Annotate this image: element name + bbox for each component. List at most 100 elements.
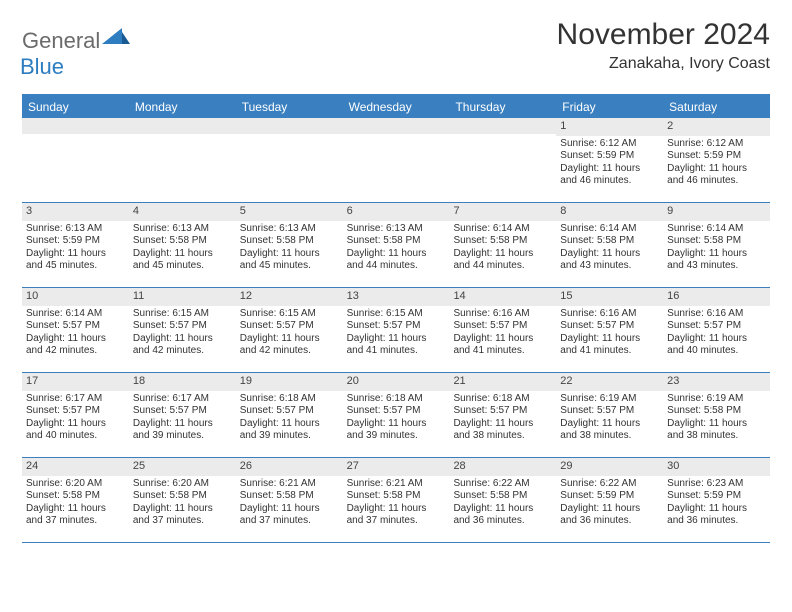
daylight-line1: Daylight: 11 hours bbox=[667, 418, 766, 431]
day-number bbox=[22, 118, 129, 134]
sunset-text: Sunset: 5:57 PM bbox=[667, 320, 766, 333]
logo: General Blue bbox=[22, 18, 130, 80]
sunrise-text: Sunrise: 6:14 AM bbox=[667, 223, 766, 236]
day-cell bbox=[236, 118, 343, 202]
sunrise-text: Sunrise: 6:18 AM bbox=[347, 393, 446, 406]
day-cell: 18Sunrise: 6:17 AMSunset: 5:57 PMDayligh… bbox=[129, 373, 236, 457]
day-number: 6 bbox=[343, 203, 450, 221]
sunrise-text: Sunrise: 6:13 AM bbox=[26, 223, 125, 236]
sunrise-text: Sunrise: 6:15 AM bbox=[133, 308, 232, 321]
daylight-line1: Daylight: 11 hours bbox=[133, 248, 232, 261]
daylight-line1: Daylight: 11 hours bbox=[133, 418, 232, 431]
sunset-text: Sunset: 5:59 PM bbox=[560, 150, 659, 163]
day-cell: 23Sunrise: 6:19 AMSunset: 5:58 PMDayligh… bbox=[663, 373, 770, 457]
sunset-text: Sunset: 5:58 PM bbox=[667, 235, 766, 248]
sunset-text: Sunset: 5:58 PM bbox=[240, 235, 339, 248]
day-number: 23 bbox=[663, 373, 770, 391]
daylight-line2: and 38 minutes. bbox=[560, 430, 659, 443]
day-number: 21 bbox=[449, 373, 556, 391]
daylight-line1: Daylight: 11 hours bbox=[26, 418, 125, 431]
day-number: 3 bbox=[22, 203, 129, 221]
day-number: 16 bbox=[663, 288, 770, 306]
daylight-line2: and 40 minutes. bbox=[667, 345, 766, 358]
day-cell: 29Sunrise: 6:22 AMSunset: 5:59 PMDayligh… bbox=[556, 458, 663, 542]
daylight-line1: Daylight: 11 hours bbox=[240, 503, 339, 516]
day-number bbox=[343, 118, 450, 134]
daylight-line2: and 45 minutes. bbox=[240, 260, 339, 273]
daylight-line2: and 37 minutes. bbox=[26, 515, 125, 528]
daylight-line1: Daylight: 11 hours bbox=[667, 163, 766, 176]
page-title: November 2024 bbox=[557, 18, 770, 51]
daylight-line2: and 37 minutes. bbox=[347, 515, 446, 528]
dow-wednesday: Wednesday bbox=[343, 96, 450, 118]
daylight-line1: Daylight: 11 hours bbox=[240, 333, 339, 346]
day-number bbox=[449, 118, 556, 134]
dow-thursday: Thursday bbox=[449, 96, 556, 118]
day-cell: 21Sunrise: 6:18 AMSunset: 5:57 PMDayligh… bbox=[449, 373, 556, 457]
sunset-text: Sunset: 5:59 PM bbox=[667, 150, 766, 163]
sunrise-text: Sunrise: 6:12 AM bbox=[667, 138, 766, 151]
day-cell: 14Sunrise: 6:16 AMSunset: 5:57 PMDayligh… bbox=[449, 288, 556, 372]
daylight-line2: and 36 minutes. bbox=[667, 515, 766, 528]
sunset-text: Sunset: 5:58 PM bbox=[453, 490, 552, 503]
daylight-line2: and 37 minutes. bbox=[240, 515, 339, 528]
daylight-line2: and 39 minutes. bbox=[133, 430, 232, 443]
day-number: 19 bbox=[236, 373, 343, 391]
day-cell bbox=[129, 118, 236, 202]
weeks-container: 1Sunrise: 6:12 AMSunset: 5:59 PMDaylight… bbox=[22, 118, 770, 543]
sunset-text: Sunset: 5:57 PM bbox=[133, 405, 232, 418]
day-number: 24 bbox=[22, 458, 129, 476]
day-cell: 10Sunrise: 6:14 AMSunset: 5:57 PMDayligh… bbox=[22, 288, 129, 372]
daylight-line2: and 41 minutes. bbox=[347, 345, 446, 358]
day-of-week-row: Sunday Monday Tuesday Wednesday Thursday… bbox=[22, 96, 770, 118]
sunset-text: Sunset: 5:57 PM bbox=[240, 405, 339, 418]
daylight-line2: and 39 minutes. bbox=[347, 430, 446, 443]
daylight-line2: and 42 minutes. bbox=[133, 345, 232, 358]
daylight-line1: Daylight: 11 hours bbox=[26, 248, 125, 261]
sunrise-text: Sunrise: 6:13 AM bbox=[240, 223, 339, 236]
page-subtitle: Zanakaha, Ivory Coast bbox=[557, 55, 770, 73]
day-number: 2 bbox=[663, 118, 770, 136]
day-cell: 15Sunrise: 6:16 AMSunset: 5:57 PMDayligh… bbox=[556, 288, 663, 372]
daylight-line2: and 42 minutes. bbox=[26, 345, 125, 358]
header: General Blue November 2024 Zanakaha, Ivo… bbox=[22, 18, 770, 80]
day-cell: 16Sunrise: 6:16 AMSunset: 5:57 PMDayligh… bbox=[663, 288, 770, 372]
sunset-text: Sunset: 5:59 PM bbox=[560, 490, 659, 503]
daylight-line2: and 41 minutes. bbox=[560, 345, 659, 358]
daylight-line1: Daylight: 11 hours bbox=[453, 248, 552, 261]
day-cell bbox=[343, 118, 450, 202]
day-number: 18 bbox=[129, 373, 236, 391]
daylight-line2: and 42 minutes. bbox=[240, 345, 339, 358]
day-cell: 24Sunrise: 6:20 AMSunset: 5:58 PMDayligh… bbox=[22, 458, 129, 542]
day-cell: 13Sunrise: 6:15 AMSunset: 5:57 PMDayligh… bbox=[343, 288, 450, 372]
day-cell: 26Sunrise: 6:21 AMSunset: 5:58 PMDayligh… bbox=[236, 458, 343, 542]
day-cell: 22Sunrise: 6:19 AMSunset: 5:57 PMDayligh… bbox=[556, 373, 663, 457]
day-number: 17 bbox=[22, 373, 129, 391]
daylight-line2: and 36 minutes. bbox=[453, 515, 552, 528]
day-number: 1 bbox=[556, 118, 663, 136]
sunrise-text: Sunrise: 6:22 AM bbox=[453, 478, 552, 491]
sunrise-text: Sunrise: 6:22 AM bbox=[560, 478, 659, 491]
day-cell: 9Sunrise: 6:14 AMSunset: 5:58 PMDaylight… bbox=[663, 203, 770, 287]
day-cell: 17Sunrise: 6:17 AMSunset: 5:57 PMDayligh… bbox=[22, 373, 129, 457]
sunrise-text: Sunrise: 6:20 AM bbox=[26, 478, 125, 491]
day-number: 9 bbox=[663, 203, 770, 221]
daylight-line1: Daylight: 11 hours bbox=[26, 333, 125, 346]
day-cell: 30Sunrise: 6:23 AMSunset: 5:59 PMDayligh… bbox=[663, 458, 770, 542]
day-number: 30 bbox=[663, 458, 770, 476]
logo-mark-icon bbox=[102, 26, 130, 48]
dow-sunday: Sunday bbox=[22, 96, 129, 118]
sunrise-text: Sunrise: 6:18 AM bbox=[453, 393, 552, 406]
daylight-line1: Daylight: 11 hours bbox=[667, 503, 766, 516]
day-cell: 12Sunrise: 6:15 AMSunset: 5:57 PMDayligh… bbox=[236, 288, 343, 372]
sunset-text: Sunset: 5:57 PM bbox=[347, 320, 446, 333]
sunset-text: Sunset: 5:58 PM bbox=[347, 490, 446, 503]
daylight-line1: Daylight: 11 hours bbox=[347, 333, 446, 346]
week-row: 1Sunrise: 6:12 AMSunset: 5:59 PMDaylight… bbox=[22, 118, 770, 203]
day-cell: 8Sunrise: 6:14 AMSunset: 5:58 PMDaylight… bbox=[556, 203, 663, 287]
day-number bbox=[236, 118, 343, 134]
sunset-text: Sunset: 5:59 PM bbox=[667, 490, 766, 503]
day-cell: 4Sunrise: 6:13 AMSunset: 5:58 PMDaylight… bbox=[129, 203, 236, 287]
daylight-line2: and 44 minutes. bbox=[453, 260, 552, 273]
day-number: 12 bbox=[236, 288, 343, 306]
